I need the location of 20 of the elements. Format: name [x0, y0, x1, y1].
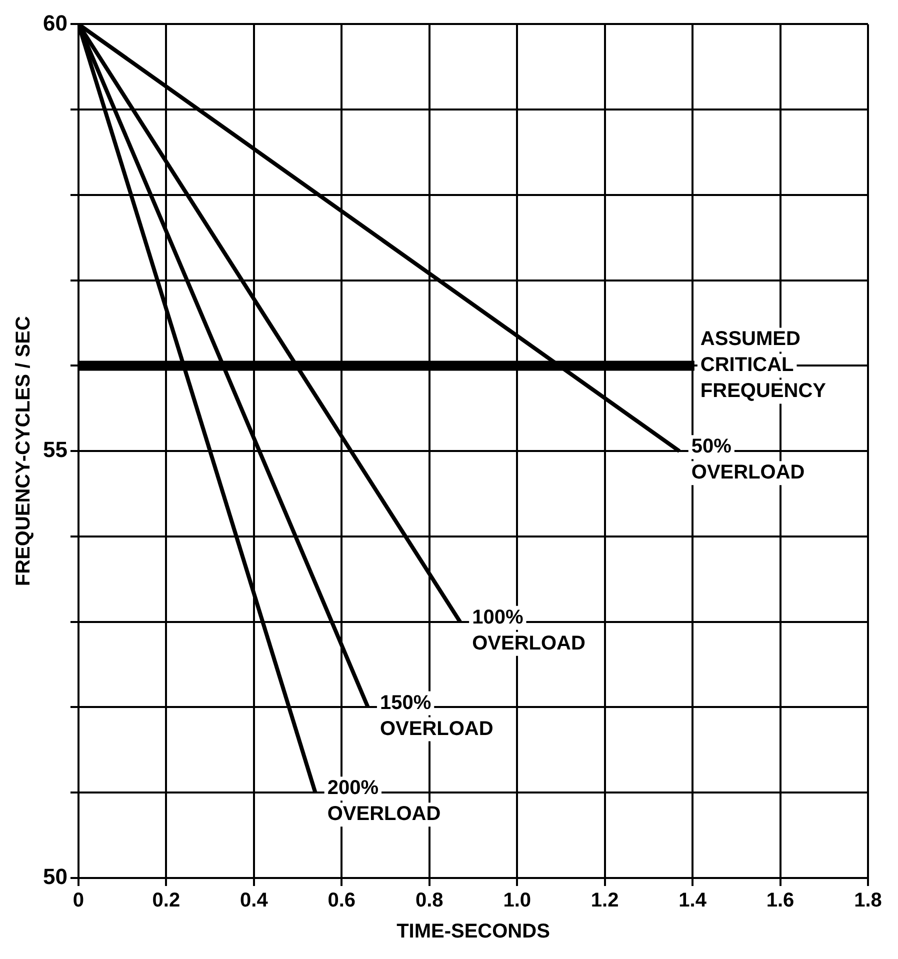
x-tick-label: 0.6: [328, 890, 356, 912]
x-tick-label: 0.8: [415, 890, 444, 912]
y-axis-title: FREQUENCY-CYCLES / SEC: [12, 316, 35, 586]
series-label: 50% OVERLOAD: [691, 436, 805, 484]
x-tick-label: 0.2: [152, 890, 180, 912]
x-tick-label: 1.8: [854, 890, 882, 912]
ref-line-label: ASSUMED CRITICAL FREQUENCY: [700, 328, 827, 402]
x-tick-label: 1.4: [678, 890, 708, 912]
x-tick-label: 0.4: [240, 890, 269, 912]
series-label: 150% OVERLOAD: [380, 692, 494, 740]
x-tick-label: 0: [72, 890, 84, 912]
series-label: 200% OVERLOAD: [327, 777, 441, 826]
series-label: 100% OVERLOAD: [472, 606, 586, 654]
x-tick-label: 1.6: [766, 890, 794, 912]
x-axis-title: TIME-SECONDS: [396, 920, 550, 943]
x-tick-label: 1.0: [503, 890, 532, 912]
y-tick-label: 55: [42, 437, 68, 462]
y-tick-label: 50: [42, 864, 68, 890]
x-tick-label: 1.2: [590, 890, 619, 912]
y-tick-label: 60: [42, 10, 68, 36]
